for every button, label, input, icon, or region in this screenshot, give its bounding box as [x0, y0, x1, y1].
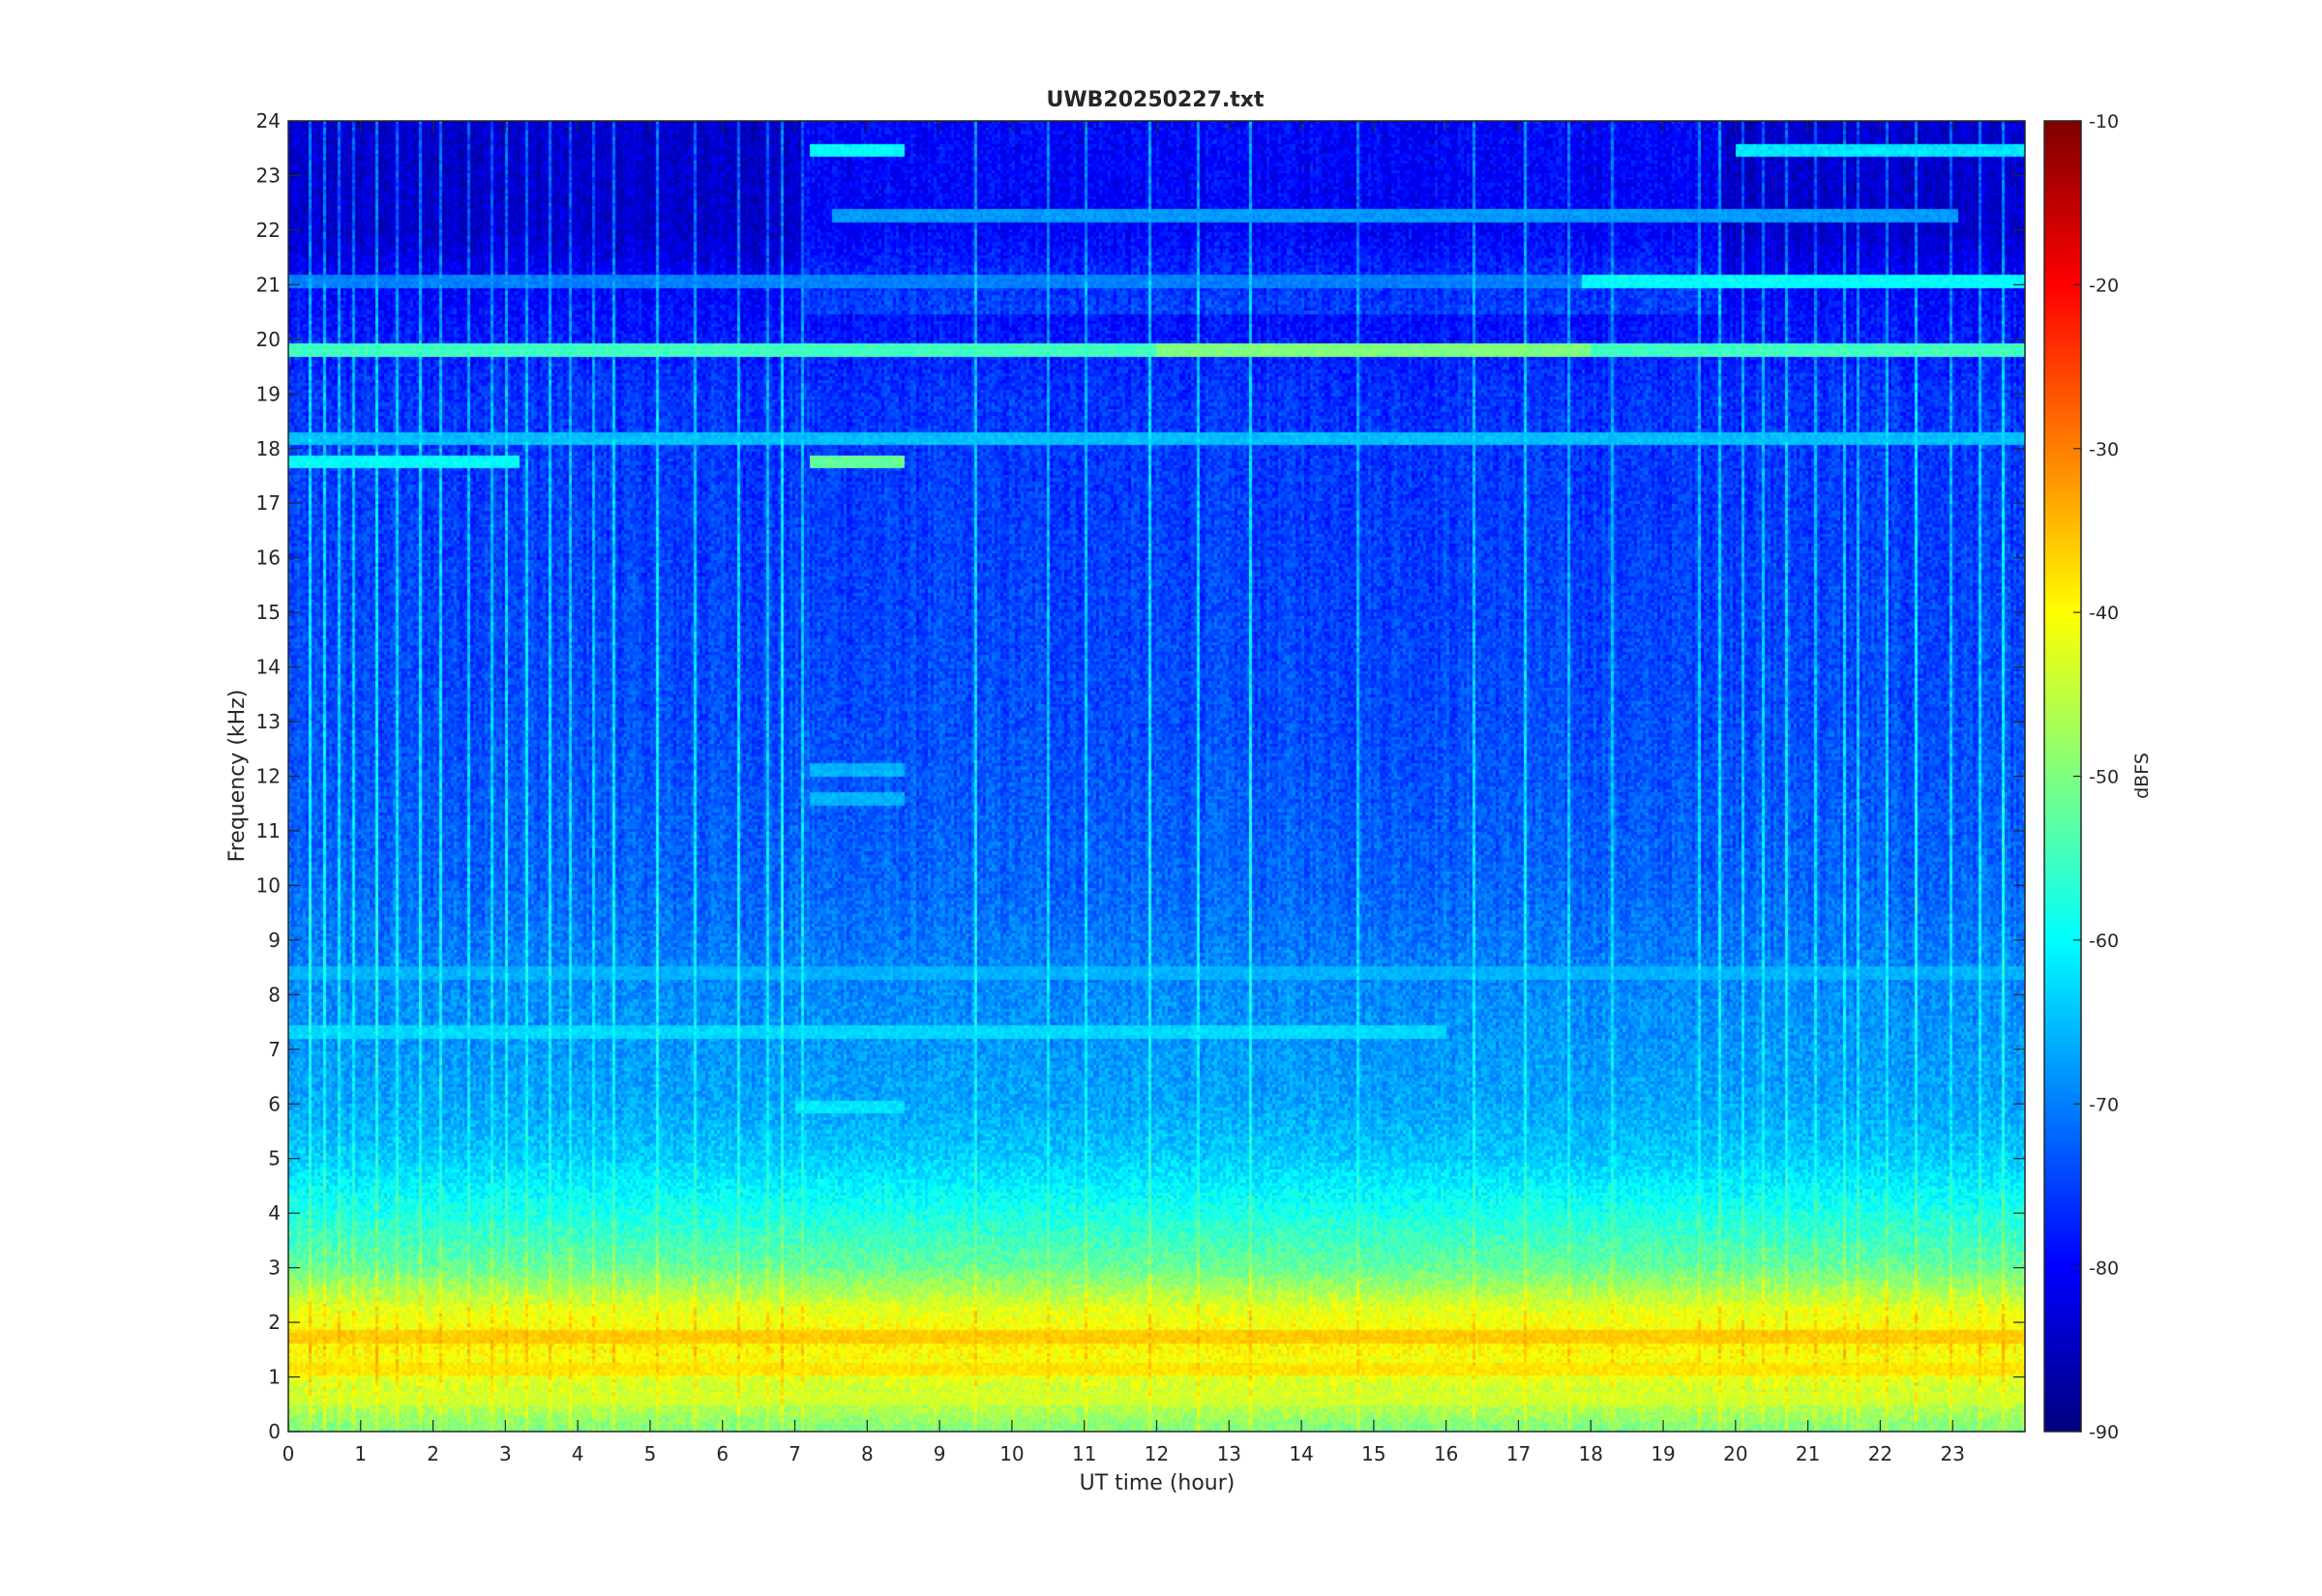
x-tick-label: 4 — [572, 1442, 584, 1465]
y-tick-label: 3 — [268, 1256, 281, 1280]
colorbar-tick-label: -70 — [2089, 1094, 2119, 1115]
colorbar-tick-label: -40 — [2089, 603, 2119, 624]
y-tick-label: 11 — [256, 819, 281, 842]
x-tick-label: 16 — [1434, 1442, 1458, 1465]
y-tick-label: 13 — [256, 710, 281, 733]
x-tick-label: 5 — [644, 1442, 657, 1465]
y-tick-label: 18 — [256, 437, 281, 460]
y-tick-label: 6 — [268, 1092, 281, 1115]
x-tick-label: 1 — [354, 1442, 367, 1465]
x-tick-label: 23 — [1940, 1442, 1964, 1465]
x-tick-label: 10 — [999, 1442, 1024, 1465]
colorbar-tick-label: -90 — [2089, 1422, 2119, 1443]
colorbar-tick-label: -50 — [2089, 767, 2119, 788]
x-axis: 0 1 2 3 4 5 6 7 8 9 10 11 12 13 14 15 16 17 18 19 20 21 22 23 — [283, 121, 1965, 1465]
y-axis-label: Frequency (kHz) — [225, 690, 250, 863]
y-tick-label: 19 — [256, 382, 281, 405]
y-tick-label: 24 — [256, 109, 281, 133]
y-tick-label: 9 — [268, 929, 281, 952]
colorbar-tick-label: -10 — [2089, 111, 2119, 133]
x-tick-label: 17 — [1506, 1442, 1531, 1465]
y-tick-label: 14 — [256, 656, 281, 679]
x-tick-label: 6 — [716, 1442, 729, 1465]
colorbar-tick-label: -60 — [2089, 931, 2119, 952]
y-tick-label: 22 — [256, 219, 281, 242]
x-tick-label: 22 — [1868, 1442, 1892, 1465]
x-tick-label: 2 — [427, 1442, 439, 1465]
y-tick-label: 21 — [256, 273, 281, 296]
colorbar-tick-label: -80 — [2089, 1258, 2119, 1280]
colorbar: -10 -20 -30 -40 -50 -60 -70 -80 -90 dBFS — [2043, 111, 2153, 1443]
x-tick-label: 7 — [789, 1442, 801, 1465]
colorbar-tick-label: -20 — [2089, 275, 2119, 296]
x-tick-label: 9 — [934, 1442, 946, 1465]
y-tick-label: 1 — [268, 1366, 281, 1389]
x-tick-label: 0 — [283, 1442, 295, 1465]
y-tick-label: 10 — [256, 873, 281, 897]
spectrogram-image — [288, 121, 2025, 1432]
x-tick-label: 18 — [1579, 1442, 1603, 1465]
y-tick-label: 8 — [268, 983, 281, 1006]
x-tick-label: 19 — [1651, 1442, 1675, 1465]
colorbar-tick-label: -30 — [2089, 439, 2119, 460]
x-tick-label: 14 — [1289, 1442, 1313, 1465]
y-tick-label: 7 — [268, 1038, 281, 1061]
x-tick-label: 12 — [1145, 1442, 1169, 1465]
x-tick-label: 20 — [1723, 1442, 1747, 1465]
x-tick-label: 21 — [1796, 1442, 1820, 1465]
x-tick-label: 13 — [1217, 1442, 1241, 1465]
x-tick-label: 15 — [1361, 1442, 1385, 1465]
y-tick-label: 20 — [256, 328, 281, 351]
x-axis-label: UT time (hour) — [1080, 1471, 1235, 1495]
y-tick-label: 5 — [268, 1147, 281, 1170]
y-tick-label: 23 — [256, 163, 281, 187]
y-tick-label: 12 — [256, 765, 281, 788]
y-tick-label: 17 — [256, 491, 281, 515]
y-tick-label: 16 — [256, 547, 281, 570]
chart-title: UWB20250227.txt — [1047, 88, 1265, 112]
x-tick-label: 3 — [499, 1442, 512, 1465]
y-tick-label: 2 — [268, 1311, 281, 1334]
x-tick-label: 11 — [1072, 1442, 1096, 1465]
x-tick-label: 8 — [861, 1442, 874, 1465]
y-tick-label: 4 — [268, 1201, 281, 1225]
colorbar-label: dBFS — [2131, 753, 2153, 799]
colorbar-ticks: -10 -20 -30 -40 -50 -60 -70 -80 -90 — [2073, 111, 2119, 1443]
y-tick-label: 0 — [268, 1420, 281, 1443]
y-tick-label: 15 — [256, 601, 281, 624]
